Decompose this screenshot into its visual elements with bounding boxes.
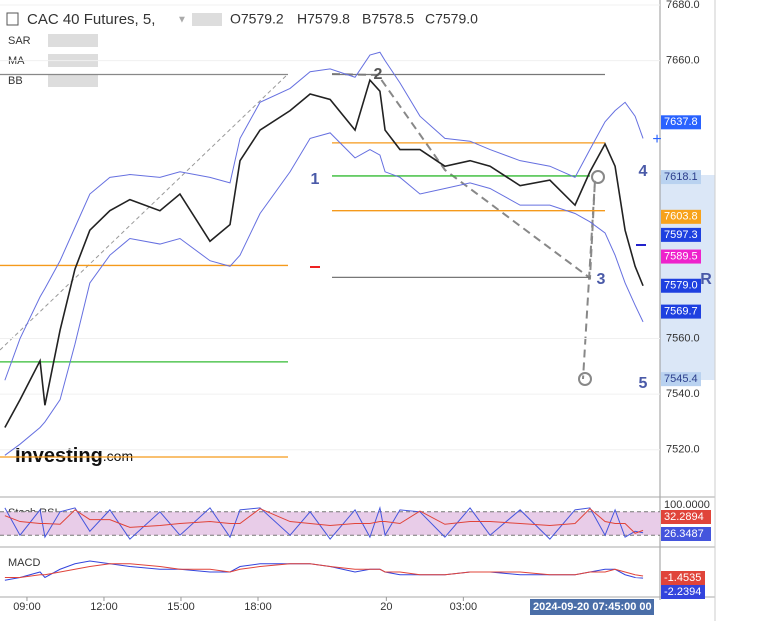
price-label-box [661,115,701,130]
trend-line [0,73,289,351]
stoch-value-box [661,510,711,524]
stoch-band-fill [0,511,660,536]
wave-path [331,73,596,380]
stoch-value-box [661,527,711,541]
dropdown-icon[interactable]: ▼ [177,15,187,26]
stoch-tick-label: 100.0000 [664,499,710,511]
y-tick-label: 7560.0 [666,332,700,344]
price-label-box [661,170,701,185]
price-label: 7618.1 [664,171,698,183]
price-label-box [661,249,701,264]
ohlc-value: B7578.5 [362,11,414,27]
y-tick-label: 7660.0 [666,55,700,67]
ohlc-value: H7579.8 [297,11,350,27]
logo-suffix: .com [103,448,133,464]
logo-text: Investing [15,445,103,467]
price-label-box [661,304,701,319]
wave-point [591,170,605,184]
wave-label: 2 [374,66,383,83]
price-label-box [661,227,701,242]
price-label: 7637.8 [664,116,698,128]
macd-value-box [661,571,705,585]
macd-value-box [661,585,705,599]
y-tick-label: 7540.0 [666,388,700,400]
instrument-title: CAC 40 Futures, 5, [27,11,155,28]
ohlc-value: O7579.2 [230,11,284,27]
bollinger-band [4,51,644,381]
stoch-line [4,508,644,534]
ohlc-value: C7579.0 [425,11,478,27]
axis-highlight [660,175,715,380]
price-label: 7597.3 [664,229,698,241]
x-tick-label: 15:00 [167,601,195,613]
macd-value: -2.2394 [664,586,701,598]
stoch-value: 32.2894 [664,511,704,523]
wave-label: 5 [639,375,648,392]
x-tick-label: 09:00 [13,601,41,613]
wave-label: R [700,271,712,288]
crosshair-label-box [530,599,654,615]
x-tick-label: 12:00 [90,601,118,613]
price-label: 7579.0 [664,280,698,292]
price-line [4,78,644,428]
crosshair-plus: + [652,131,661,148]
macd-title: MACD [8,557,40,569]
collapse-icon[interactable] [6,12,19,26]
price-label: 7603.8 [664,211,698,223]
price-label-box [661,278,701,293]
indicator-controls[interactable] [48,74,98,87]
x-tick-label: 03:00 [450,601,478,613]
wave-label: 3 [597,271,606,288]
indicator-controls[interactable] [48,34,98,47]
price-label-box [661,209,701,224]
bollinger-band [4,132,644,456]
wave-label: 4 [639,163,648,180]
indicator-label: BB [8,75,23,87]
indicator-label: SAR [8,35,31,47]
y-tick-label: 7680.0 [666,0,700,11]
x-tick-label: 20 [380,601,392,613]
price-label: 7589.5 [664,250,698,262]
price-label: 7545.4 [664,373,698,385]
macd-value: -1.4535 [664,572,701,584]
price-label-box [661,372,701,387]
price-label: 7569.7 [664,306,698,318]
settings-icons[interactable] [192,13,222,26]
stoch-value: 26.3487 [664,528,704,540]
crosshair-label: 2024-09-20 07:45:00 00 [533,601,652,613]
wave-label: 1 [311,171,320,188]
y-tick-label: 7520.0 [666,444,700,456]
wave-point [578,372,592,386]
x-tick-label: 18:00 [244,601,272,613]
logo: Investing.com [15,445,133,467]
macd-line [4,563,644,578]
